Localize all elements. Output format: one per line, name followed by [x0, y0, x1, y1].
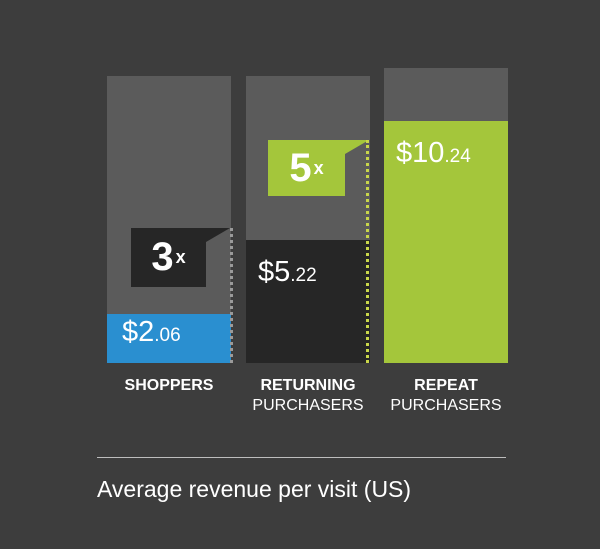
category-label-repeat-purchasers: REPEAT PURCHASERS: [364, 376, 528, 416]
chart-caption: Average revenue per visit (US): [97, 476, 412, 502]
multiplier-5x-box: 5 x: [268, 140, 345, 196]
value-label-dollars: $5: [258, 255, 291, 288]
multiplier-5x-number: 5: [289, 146, 312, 190]
caption-divider: [97, 457, 506, 458]
category-label-line1: REPEAT: [414, 377, 478, 394]
category-label-line1: RETURNING: [260, 377, 356, 394]
value-label-cents: .22: [290, 264, 317, 286]
category-label-line2: PURCHASERS: [390, 397, 502, 414]
bar-repeat-purchasers: [384, 121, 508, 363]
value-label-cents: .24: [444, 146, 471, 168]
value-label-shoppers: $2.06: [122, 316, 181, 349]
multiplier-5x-dotted-line: [366, 140, 369, 363]
category-label-line2: PURCHASERS: [252, 397, 364, 414]
multiplier-5x-tail: [345, 140, 369, 154]
bar-shoppers: [107, 314, 231, 363]
multiplier-3x-tail: [206, 228, 230, 242]
multiplier-3x-box: 3 x: [131, 228, 206, 287]
value-label-repeat-purchasers: $10.24: [396, 137, 471, 170]
multiplier-3x-number: 3: [151, 235, 174, 279]
category-label-returning-purchasers: RETURNING PURCHASERS: [226, 376, 390, 416]
value-label-dollars: $2: [122, 316, 155, 349]
multiplier-3x-dotted-line: [230, 228, 233, 363]
value-label-dollars: $10: [396, 137, 445, 170]
category-label-line1: SHOPPERS: [124, 377, 214, 394]
value-label-cents: .06: [154, 325, 181, 347]
category-label-shoppers: SHOPPERS: [87, 376, 251, 396]
bar-returning-purchasers: [246, 239, 370, 363]
value-label-returning-purchasers: $5.22: [258, 256, 317, 289]
multiplier-5x-suffix: x: [313, 158, 324, 178]
multiplier-3x-suffix: x: [175, 247, 186, 267]
